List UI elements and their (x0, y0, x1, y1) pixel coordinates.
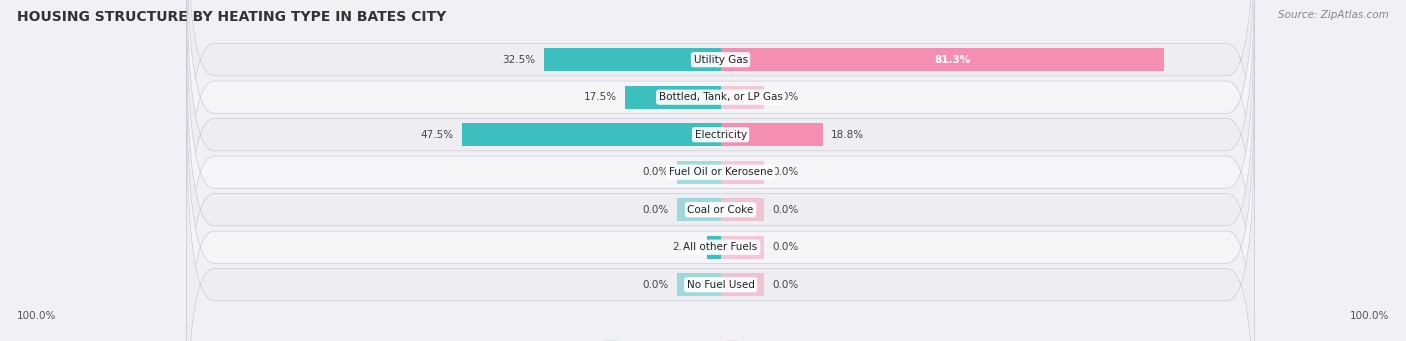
Text: 2.5%: 2.5% (672, 242, 699, 252)
Bar (678, 161, 721, 184)
Text: 47.5%: 47.5% (420, 130, 454, 140)
Text: Bottled, Tank, or LP Gas: Bottled, Tank, or LP Gas (658, 92, 783, 102)
FancyBboxPatch shape (187, 0, 1254, 306)
FancyBboxPatch shape (187, 113, 1254, 341)
Text: 0.0%: 0.0% (772, 280, 799, 290)
Text: 100.0%: 100.0% (17, 311, 56, 321)
Bar (721, 123, 823, 146)
Bar (544, 48, 721, 71)
Text: No Fuel Used: No Fuel Used (686, 280, 755, 290)
Text: 18.8%: 18.8% (831, 130, 865, 140)
Bar (678, 198, 721, 221)
Text: 100.0%: 100.0% (1350, 311, 1389, 321)
Text: 17.5%: 17.5% (583, 92, 617, 102)
Text: 0.0%: 0.0% (772, 242, 799, 252)
FancyBboxPatch shape (187, 1, 1254, 341)
FancyBboxPatch shape (187, 0, 1254, 269)
Text: Utility Gas: Utility Gas (693, 55, 748, 65)
Text: Fuel Oil or Kerosene: Fuel Oil or Kerosene (669, 167, 772, 177)
Bar (721, 86, 765, 109)
Text: Coal or Coke: Coal or Coke (688, 205, 754, 215)
Text: 0.0%: 0.0% (772, 92, 799, 102)
Bar (721, 236, 765, 259)
FancyBboxPatch shape (187, 76, 1254, 341)
Bar (461, 123, 721, 146)
Legend: Owner-occupied, Renter-occupied: Owner-occupied, Renter-occupied (600, 336, 841, 341)
Text: HOUSING STRUCTURE BY HEATING TYPE IN BATES CITY: HOUSING STRUCTURE BY HEATING TYPE IN BAT… (17, 10, 446, 24)
Text: 0.0%: 0.0% (643, 167, 669, 177)
Text: All other Fuels: All other Fuels (683, 242, 758, 252)
Text: 0.0%: 0.0% (772, 205, 799, 215)
FancyBboxPatch shape (187, 38, 1254, 341)
Text: 0.0%: 0.0% (643, 205, 669, 215)
Text: Electricity: Electricity (695, 130, 747, 140)
Bar (721, 48, 1164, 71)
Text: Source: ZipAtlas.com: Source: ZipAtlas.com (1278, 10, 1389, 20)
Bar (721, 161, 765, 184)
Bar (678, 273, 721, 296)
Bar (707, 236, 721, 259)
FancyBboxPatch shape (187, 0, 1254, 231)
Bar (721, 273, 765, 296)
Bar (721, 198, 765, 221)
Text: 32.5%: 32.5% (502, 55, 536, 65)
Text: 0.0%: 0.0% (772, 167, 799, 177)
Bar (626, 86, 721, 109)
Text: 0.0%: 0.0% (643, 280, 669, 290)
Text: 81.3%: 81.3% (935, 55, 972, 65)
